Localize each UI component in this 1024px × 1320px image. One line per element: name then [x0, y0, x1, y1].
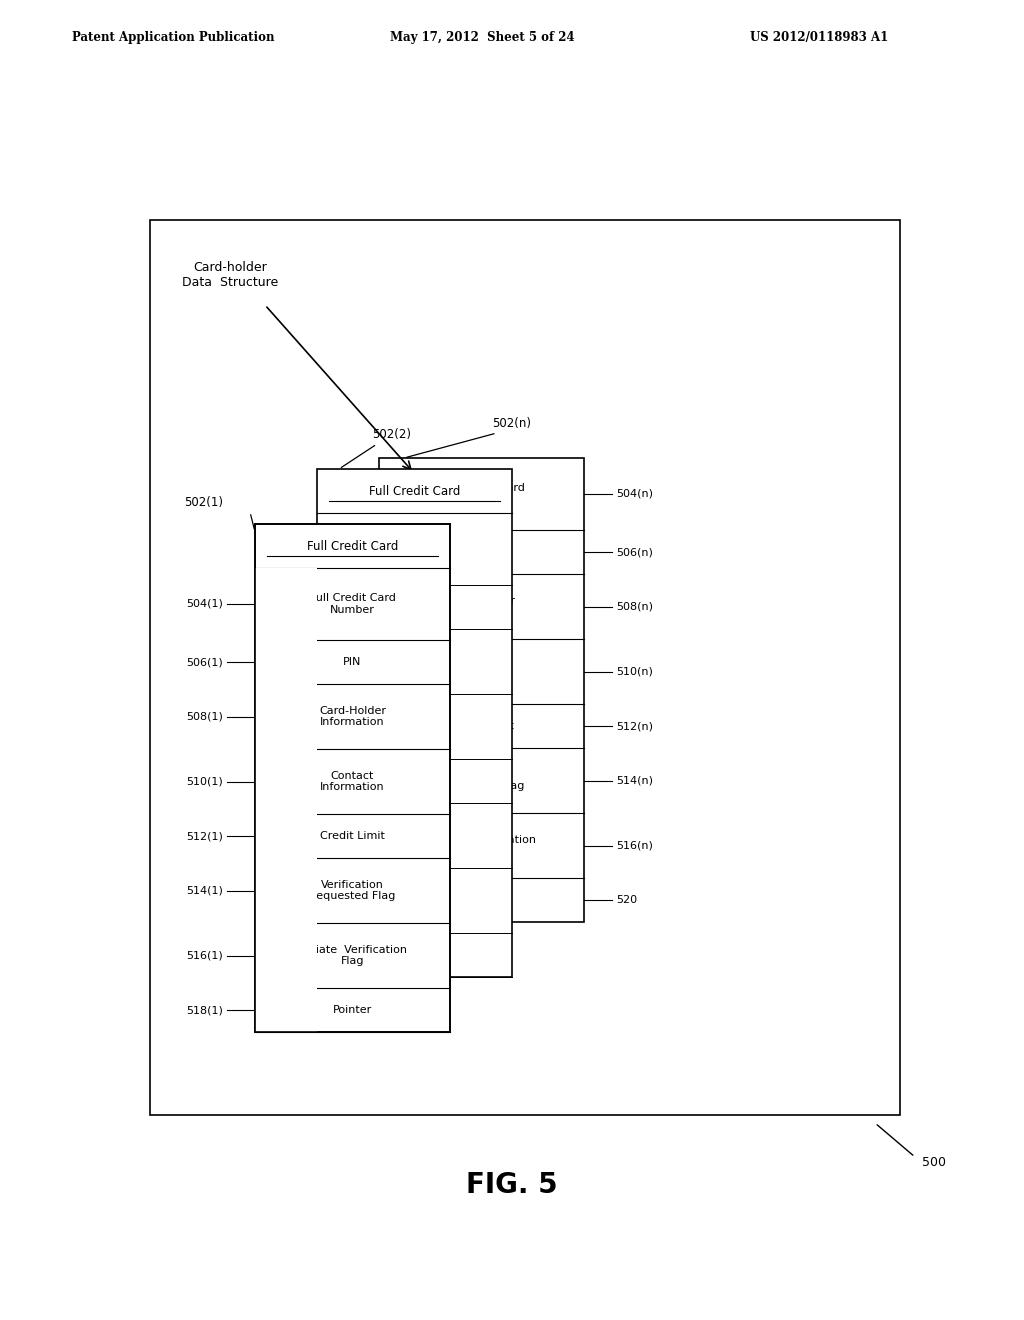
Text: Pointer: Pointer — [333, 1005, 372, 1015]
Bar — [317, 469, 512, 977]
Text: 512(n): 512(n) — [616, 721, 653, 731]
Text: 512(1): 512(1) — [186, 832, 223, 841]
Bar — [255, 568, 317, 1032]
Text: 514(1): 514(1) — [186, 886, 223, 895]
Text: Full Credit Card: Full Credit Card — [369, 484, 460, 498]
Text: 502(2): 502(2) — [372, 428, 411, 441]
Text: Credit Limit: Credit Limit — [450, 721, 514, 731]
Text: 506(n): 506(n) — [616, 546, 653, 557]
Text: Credit Limit: Credit Limit — [321, 832, 385, 841]
Text: 510(n): 510(n) — [616, 667, 653, 677]
Bar — [379, 458, 584, 921]
Text: 502(1): 502(1) — [184, 496, 223, 510]
Text: 508(n): 508(n) — [616, 602, 653, 611]
Text: 520: 520 — [616, 895, 637, 906]
Text: PIN: PIN — [343, 657, 361, 667]
Text: 506(1): 506(1) — [186, 657, 223, 667]
Text: May 17, 2012  Sheet 5 of 24: May 17, 2012 Sheet 5 of 24 — [390, 32, 574, 45]
Text: Verification
Requested Flag: Verification Requested Flag — [309, 879, 395, 902]
Bar — [150, 220, 900, 1115]
Text: Full Credit Card
Number: Full Credit Card Number — [438, 483, 524, 504]
Text: Full Credit Card
Number: Full Credit Card Number — [309, 593, 395, 615]
Text: 504(1): 504(1) — [186, 599, 223, 609]
Text: Verification
Requested Flag: Verification Requested Flag — [438, 770, 524, 791]
Text: 516(1): 516(1) — [186, 950, 223, 961]
Text: 502(n): 502(n) — [492, 417, 530, 430]
Bar — [255, 524, 450, 1032]
Text: Initiate  Verification
Flag: Initiate Verification Flag — [427, 834, 536, 857]
Text: 508(1): 508(1) — [186, 711, 223, 722]
Text: Initiate  Verification
Flag: Initiate Verification Flag — [298, 945, 407, 966]
Text: 516(n): 516(n) — [616, 841, 653, 850]
Text: Card-Holder
Information: Card-Holder Information — [319, 706, 386, 727]
Text: Contact
Information: Contact Information — [450, 661, 514, 682]
Text: Card-Holder
Information: Card-Holder Information — [447, 595, 515, 618]
Text: 514(n): 514(n) — [616, 776, 653, 785]
Text: Contact
Information: Contact Information — [321, 771, 385, 792]
Text: Full Credit Card: Full Credit Card — [307, 540, 398, 553]
Text: End of List: End of List — [453, 895, 511, 906]
Text: 510(1): 510(1) — [186, 776, 223, 787]
Text: 504(n): 504(n) — [616, 488, 653, 499]
Text: 518(1): 518(1) — [186, 1005, 223, 1015]
Text: Patent Application Publication: Patent Application Publication — [72, 32, 274, 45]
Text: US 2012/0118983 A1: US 2012/0118983 A1 — [750, 32, 888, 45]
Text: Card-holder
Data  Structure: Card-holder Data Structure — [182, 261, 279, 289]
Text: 500: 500 — [922, 1156, 946, 1170]
Text: FIG. 5: FIG. 5 — [466, 1171, 558, 1199]
Text: PIN: PIN — [472, 546, 490, 557]
